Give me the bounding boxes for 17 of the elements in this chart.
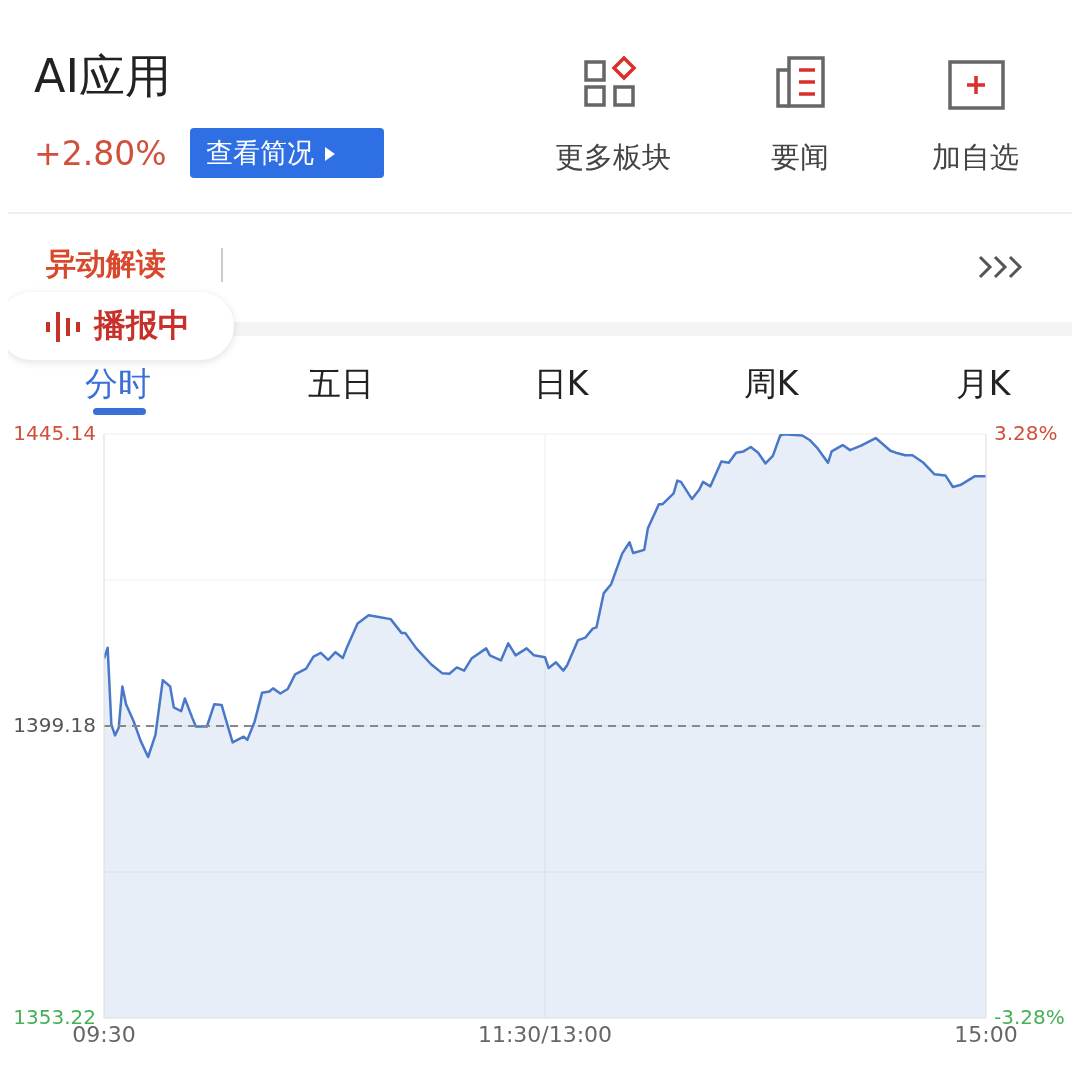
y2-tick-label: 3.28% bbox=[994, 421, 1058, 445]
text: 要闻 bbox=[771, 140, 829, 174]
chart-title: AI应用 bbox=[34, 48, 172, 105]
text: 更多板块 bbox=[555, 140, 671, 174]
text: 日K bbox=[533, 364, 589, 403]
text: 周K bbox=[743, 364, 799, 403]
text: 月K bbox=[955, 364, 1011, 403]
text: 查看简况 bbox=[206, 137, 314, 168]
text: 异动解读 bbox=[46, 246, 166, 281]
chart-subtitle: +2.80% bbox=[34, 134, 167, 173]
text: 分时 bbox=[85, 364, 151, 403]
y-tick-label: 1445.14 bbox=[13, 421, 96, 445]
text: 播报中 bbox=[94, 306, 190, 344]
x-tick-label: 11:30/13:00 bbox=[477, 1021, 613, 1047]
text: 加自选 bbox=[932, 140, 1019, 174]
text: 五日 bbox=[308, 364, 374, 403]
y-tick-label: 1399.18 bbox=[13, 713, 96, 737]
